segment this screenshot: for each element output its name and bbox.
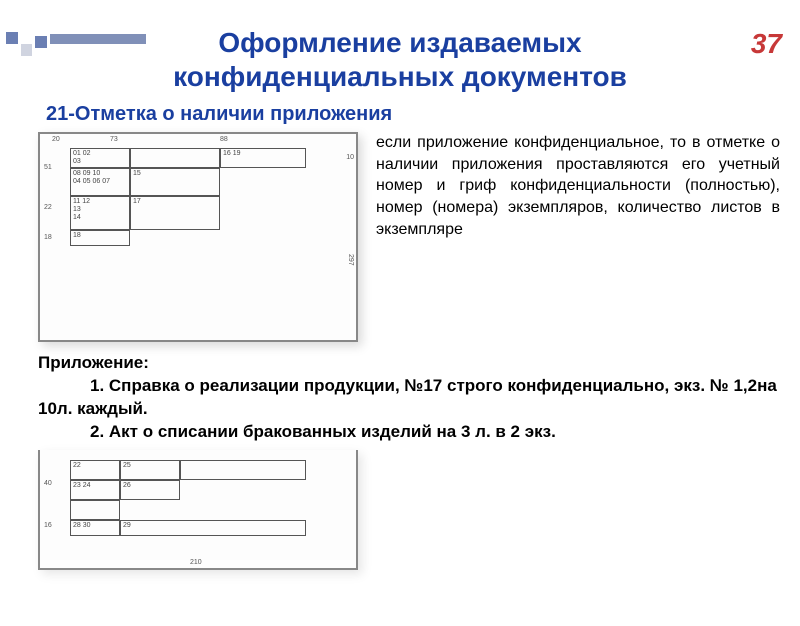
diagram-cell: 17	[130, 196, 220, 230]
diagram-cell: 16 19	[220, 148, 306, 168]
diagram-cell: 08 09 10 04 05 06 07	[70, 168, 130, 196]
attachment-item-1: 1. Справка о реализации продукции, №17 с…	[38, 375, 780, 421]
dim-label: 51	[44, 164, 52, 171]
dim-label: 297	[347, 254, 354, 266]
dim-label: 40	[44, 480, 52, 487]
diagram-cell: 01 02 03	[70, 148, 130, 168]
diagram-cell: 26	[120, 480, 180, 500]
dim-label: 210	[190, 559, 202, 566]
diagram-cell	[180, 460, 306, 480]
description-text: если приложение конфиденциальное, то в о…	[376, 132, 780, 240]
diagram-cell: 18	[70, 230, 130, 246]
corner-decoration	[6, 32, 146, 62]
attachment-item-2: 2. Акт о списании бракованных изделий на…	[90, 421, 780, 444]
dim-label: 20	[52, 136, 60, 143]
diagram-cell: 22	[70, 460, 120, 480]
content-row: 20 73 88 51 22 18 10 297 01 02 03 16 19 08…	[0, 132, 800, 342]
dim-label: 16	[44, 522, 52, 529]
diagram-cell	[130, 148, 220, 168]
attachment-block: Приложение: 1. Справка о реализации прод…	[38, 352, 780, 444]
diagram-cell: 15	[130, 168, 220, 196]
attachment-heading: Приложение:	[38, 352, 780, 375]
section-subtitle: 21-Отметка о наличии приложения	[46, 103, 800, 126]
dim-label: 10	[346, 154, 354, 161]
dim-label: 22	[44, 204, 52, 211]
diagram-cell: 28 30	[70, 520, 120, 536]
dim-label: 88	[220, 136, 228, 143]
diagram-cell	[70, 500, 120, 520]
form-diagram-bottom: 40 16 210 222523 2426 28 3029	[38, 450, 358, 570]
diagram-cell: 11 12 13 14	[70, 196, 130, 230]
diagram-cell: 23 24	[70, 480, 120, 500]
dim-label: 73	[110, 136, 118, 143]
form-diagram-top: 20 73 88 51 22 18 10 297 01 02 03 16 19 08…	[38, 132, 358, 342]
dim-label: 18	[44, 234, 52, 241]
title-line-2: конфиденциальных документов	[0, 60, 800, 94]
diagram-cell: 25	[120, 460, 180, 480]
diagram-cell: 29	[120, 520, 306, 536]
page-number: 37	[751, 28, 782, 60]
